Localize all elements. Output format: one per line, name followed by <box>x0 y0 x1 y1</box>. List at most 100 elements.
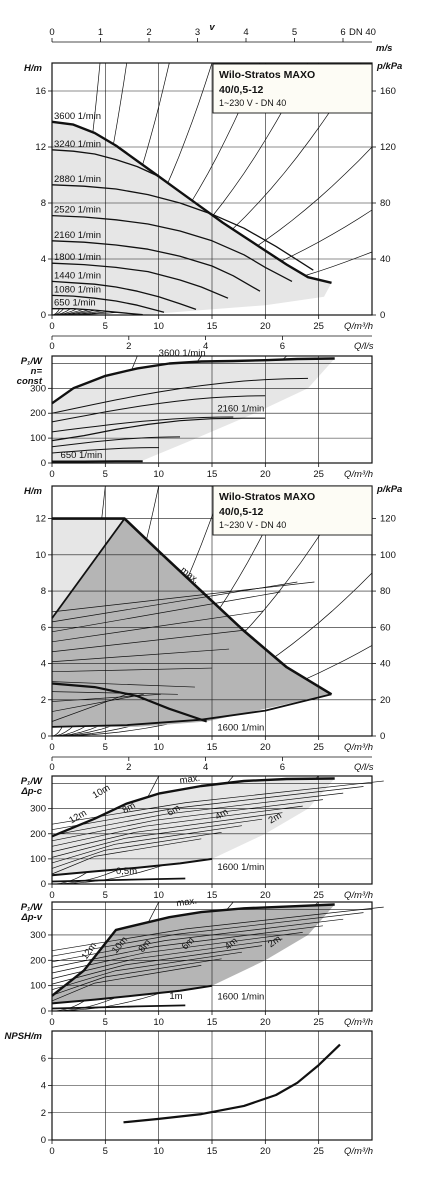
y2-tick-label: 20 <box>380 695 391 706</box>
y2-tick-label: 0 <box>380 310 385 321</box>
y-tick-label: 0 <box>41 1006 46 1017</box>
x-tick-label: 15 <box>207 890 218 901</box>
speed-label: 2520 1/min <box>54 205 101 216</box>
dp-line <box>51 693 161 702</box>
speed-curve <box>51 416 234 433</box>
title-box <box>212 485 373 536</box>
x-tick-label: 5 <box>103 321 108 332</box>
y-axis-label: P₁/W <box>21 902 43 913</box>
x-tick-label: 0 <box>49 1146 54 1157</box>
ls-tick-label: 2 <box>126 762 131 773</box>
x-tick-label: 20 <box>260 321 271 332</box>
y2-tick-label: 40 <box>380 659 391 670</box>
y2-tick-label: 120 <box>380 514 396 525</box>
x-tick-label: 5 <box>103 469 108 480</box>
speed-curve <box>51 280 197 311</box>
speed-curve-1600 <box>51 682 208 723</box>
dp-line <box>51 591 281 633</box>
x-tick-label: 20 <box>260 469 271 480</box>
v-unit: m/s <box>376 43 392 54</box>
x-tick-label: 20 <box>260 890 271 901</box>
y-tick-label: 4 <box>41 1081 46 1092</box>
speed-curve <box>51 149 332 284</box>
chart-title: Wilo-Stratos MAXO <box>219 69 315 81</box>
x-tick-label: 0 <box>49 321 54 332</box>
y2-tick-label: 80 <box>380 586 391 597</box>
y2-tick-label: 0 <box>380 731 385 742</box>
dp-line <box>51 693 144 712</box>
speed-curve <box>51 447 159 454</box>
dp-line <box>51 925 323 968</box>
dp-line <box>51 825 242 864</box>
y-tick-label: 4 <box>41 254 46 265</box>
min-boundary <box>51 518 126 619</box>
dp-line <box>51 694 127 722</box>
dp-line <box>51 918 344 963</box>
x-tick-label: 0 <box>49 742 54 753</box>
y-axis-label: Δp-c <box>20 786 42 797</box>
x-tick-label: 25 <box>313 1017 324 1028</box>
v-tick-label: 3 <box>195 27 200 38</box>
y-axis-label: NPSH/m <box>5 1031 43 1042</box>
x-tick-label: 0 <box>49 1017 54 1028</box>
speed-label: 1080 1/min <box>54 284 101 295</box>
x-tick-label: 15 <box>207 1146 218 1157</box>
dp-line <box>51 667 213 673</box>
annotation: max. <box>176 896 198 910</box>
control-area <box>52 518 332 727</box>
chart-subtitle-2: 1~230 V - DN 40 <box>219 520 286 530</box>
chart-subtitle: 40/0,5-12 <box>219 84 264 96</box>
x-tick-label: 10 <box>153 890 164 901</box>
y-axis-label: const <box>17 376 43 387</box>
v-tick-label: 6 <box>340 27 345 38</box>
y2-tick-label: 120 <box>380 142 396 153</box>
y-tick-label: 0 <box>41 458 46 469</box>
y-tick-label: 300 <box>30 930 46 941</box>
y2-axis-label: p/kPa <box>376 484 402 495</box>
v-tick-label: 2 <box>146 27 151 38</box>
x-tick-label: 5 <box>103 890 108 901</box>
annotation: 1600 1/min <box>217 992 264 1003</box>
y-tick-label: 16 <box>35 86 46 97</box>
speed-label: 1800 1/min <box>54 252 101 263</box>
speed-curve <box>51 294 165 313</box>
speed-curve <box>51 377 309 414</box>
chart-subtitle-2: 1~230 V - DN 40 <box>219 98 286 108</box>
y-axis-label: P₁/W <box>21 356 43 367</box>
speed-curve-1600 <box>51 857 213 877</box>
y-tick-label: 10 <box>35 550 46 561</box>
power-curve <box>51 417 266 442</box>
x-tick-label: 25 <box>313 321 324 332</box>
v-axis-title: v <box>209 22 215 33</box>
x-tick-label: 10 <box>153 742 164 753</box>
dp-line <box>51 831 222 869</box>
y-tick-label: 0 <box>41 310 46 321</box>
y-axis-label: H/m <box>24 486 43 497</box>
annotation: 3600 1/min <box>159 348 206 359</box>
chart-title: Wilo-Stratos MAXO <box>219 491 315 503</box>
y-tick-label: 200 <box>30 408 46 419</box>
x-tick-label: 25 <box>313 742 324 753</box>
y-tick-label: 100 <box>30 854 46 865</box>
y-tick-label: 300 <box>30 804 46 815</box>
y-axis-label: n= <box>31 366 43 377</box>
title-box <box>212 63 373 114</box>
y-tick-label: 6 <box>41 1053 46 1064</box>
speed-label: 2160 1/min <box>54 230 101 241</box>
x-tick-label: 25 <box>313 890 324 901</box>
speed-curve <box>51 214 293 282</box>
speed-curve <box>51 395 266 423</box>
speed-curve-1600 <box>51 984 213 1005</box>
x-tick-label: 20 <box>260 742 271 753</box>
y-axis-label: H/m <box>24 63 43 74</box>
speed-label: 1440 1/min <box>54 270 101 281</box>
y2-tick-label: 100 <box>380 550 396 561</box>
x-tick-label: 5 <box>103 742 108 753</box>
speed-curve <box>52 308 143 316</box>
annotation: 650 1/min <box>61 450 103 461</box>
y-tick-label: 0 <box>41 731 46 742</box>
speed-curve <box>51 240 261 292</box>
x-tick-label: 15 <box>207 742 218 753</box>
x-axis-label: Q/m³/h <box>344 469 373 480</box>
dp-line <box>51 581 315 613</box>
